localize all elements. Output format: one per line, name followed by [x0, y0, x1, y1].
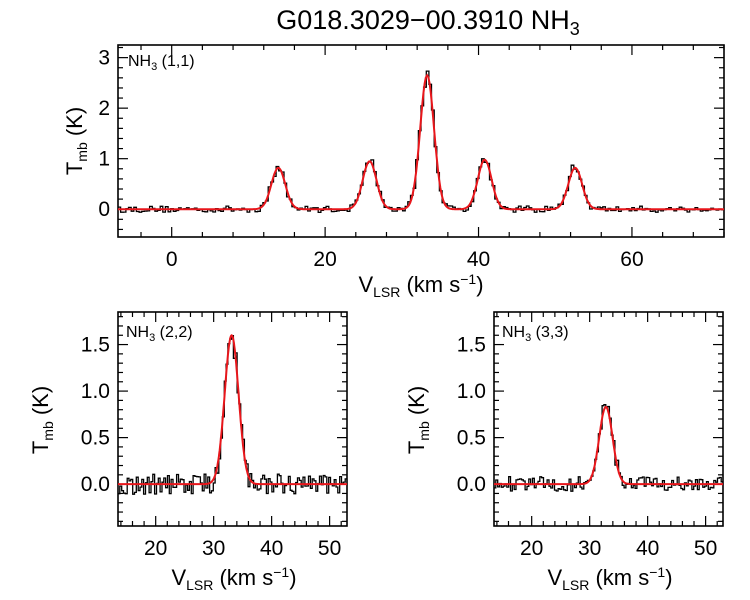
fit-model-line — [118, 73, 724, 211]
x-tick-label: 30 — [202, 537, 225, 560]
panel-nh3-33: 20 30 40 50 0.0 0.5 1.0 1.5 NH3 (3,3) Tmb (K) V… — [404, 311, 724, 593]
y-tick-label: 1.5 — [457, 334, 486, 357]
panel-nh3-11: 0 20 40 60 0 1 2 3 NH3 (1,1) Tmb (K) VLSR (km s… — [62, 44, 725, 300]
x-tick-label: 0 — [166, 248, 178, 271]
fit-model-line — [118, 334, 347, 486]
panel-label: NH3 (1,1) — [128, 53, 195, 73]
y-axis-title: Tmb (K) — [28, 386, 56, 454]
y-tick-label: 0 — [98, 198, 110, 221]
y-tick-label: 0.0 — [81, 473, 110, 496]
y-tick-label: 2 — [98, 97, 110, 120]
y-tick-label: 0.5 — [457, 427, 486, 450]
y-tick-label: 0.0 — [457, 473, 486, 496]
observed-spectrum-line — [118, 334, 347, 495]
panel-frame — [117, 44, 725, 238]
panel-nh3-22: 20 30 40 50 0.0 0.5 1.0 1.5 NH3 (2,2) Tmb (K) V… — [28, 311, 348, 593]
x-tick-label: 50 — [694, 537, 717, 560]
x-axis-title: VLSR (km s−1) — [171, 564, 296, 593]
x-tick-label: 40 — [467, 248, 490, 271]
y-tick-label: 1.0 — [81, 380, 110, 403]
panel-label: NH3 (2,2) — [126, 324, 193, 344]
x-tick-label: 40 — [636, 537, 659, 560]
x-tick-label: 20 — [520, 537, 543, 560]
panel-frame — [117, 311, 348, 527]
panel-label: NH3 (3,3) — [502, 324, 569, 344]
x-tick-label: 20 — [313, 248, 336, 271]
y-axis-title: Tmb (K) — [62, 107, 90, 175]
y-tick-label: 3 — [98, 47, 110, 70]
x-tick-label: 50 — [318, 537, 341, 560]
panel-frame — [493, 311, 724, 527]
x-axis-title: VLSR (km s−1) — [547, 564, 672, 593]
x-axis-title: VLSR (km s−1) — [358, 271, 483, 300]
x-tick-label: 40 — [260, 537, 283, 560]
y-tick-label: 1.5 — [81, 334, 110, 357]
figure-title: G018.3029−00.3910 NH3 — [276, 5, 580, 39]
x-tick-label: 20 — [144, 537, 167, 560]
fit-model-line — [494, 405, 723, 486]
observed-spectrum-line — [118, 70, 724, 214]
x-tick-label: 30 — [578, 537, 601, 560]
y-axis-title: Tmb (K) — [404, 386, 432, 454]
x-tick-label: 60 — [620, 248, 643, 271]
y-tick-label: 1.0 — [457, 380, 486, 403]
observed-spectrum-line — [494, 404, 723, 492]
y-tick-label: 0.5 — [81, 427, 110, 450]
y-tick-label: 1 — [98, 148, 110, 171]
